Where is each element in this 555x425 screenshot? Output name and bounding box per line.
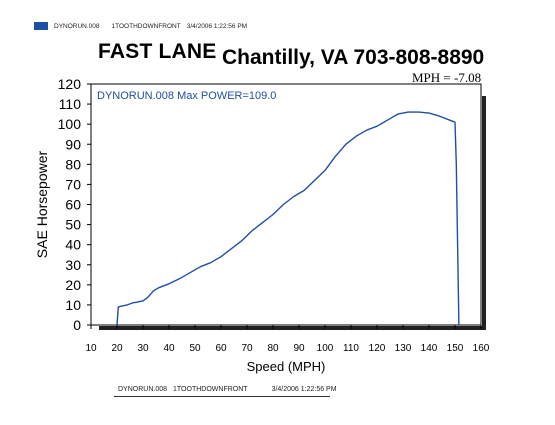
x-tick-label: 140	[421, 343, 438, 354]
mph-note: MPH = -7.08	[412, 70, 482, 85]
y-tick-label: 50	[65, 217, 81, 233]
x-tick-label: 20	[111, 343, 123, 354]
y-tick-label: 10	[65, 297, 81, 313]
x-tick-label: 60	[215, 343, 227, 354]
chart-axes: 0 10 20 30 40 50 60 70 80 90 100 110 120 10 20 30 40 50 60…	[34, 76, 490, 374]
x-tick-label: 110	[343, 343, 359, 354]
y-tick-label: 120	[58, 76, 82, 92]
y-tick-label: 80	[65, 156, 81, 172]
header-timestamp: 3/4/2006 1:22:56 PM	[186, 22, 248, 30]
header-run-desc: 1TOOTHDOWNFRONT	[111, 22, 181, 30]
footer-run-desc: 1TOOTHDOWNFRONT	[173, 386, 248, 393]
y-tick-label: 110	[59, 96, 82, 112]
x-tick-label: 130	[395, 343, 412, 354]
footer-timestamp: 3/4/2006 1:22:56 PM	[271, 386, 337, 393]
header-run-info: DYNORUN.008 1TOOTHDOWNFRONT 3/4/2006 1:22…	[34, 22, 247, 30]
plot-shadow	[99, 96, 486, 330]
y-tick-label: 40	[65, 237, 81, 253]
x-axis-label: Speed (MPH)	[247, 359, 326, 374]
x-tick-label: 150	[447, 343, 464, 354]
footer-run-info: DYNORUN.008 1TOOTHDOWNFRONT 3/4/2006 1:2…	[118, 386, 337, 393]
x-tick-label: 160	[473, 343, 490, 354]
plot-frame	[90, 83, 482, 326]
footer-run-file: DYNORUN.008	[118, 386, 168, 393]
y-tick-label: 30	[65, 257, 81, 273]
series-line-hp	[116, 111, 460, 326]
x-tick-label: 90	[293, 343, 305, 354]
y-tick-label: 0	[73, 317, 81, 333]
shop-location: Chantilly, VA 703-808-8890	[222, 46, 485, 69]
shop-name: FAST LANE	[98, 40, 217, 63]
y-tick-label: 90	[65, 136, 81, 152]
y-tick-label: 70	[65, 176, 81, 192]
x-tick-label: 100	[317, 343, 334, 354]
header-run-file: DYNORUN.008	[54, 22, 100, 30]
x-tick-label: 120	[369, 343, 386, 354]
chart-title: DYNORUN.008 Max POWER=109.0	[97, 90, 276, 102]
legend-swatch	[34, 22, 48, 30]
x-tick-label: 40	[163, 343, 175, 354]
y-tick-label: 60	[65, 197, 81, 213]
y-tick-label: 100	[58, 116, 82, 132]
y-tick-label: 20	[65, 277, 81, 293]
x-tick-label: 10	[85, 343, 97, 354]
x-tick-label: 30	[137, 343, 149, 354]
footer-rule	[114, 396, 330, 397]
series-layer	[116, 111, 460, 326]
y-axis-label: SAE Horsepower	[34, 150, 50, 258]
x-tick-label: 70	[241, 343, 253, 354]
x-tick-label: 50	[189, 343, 201, 354]
x-tick-label: 80	[267, 343, 279, 354]
